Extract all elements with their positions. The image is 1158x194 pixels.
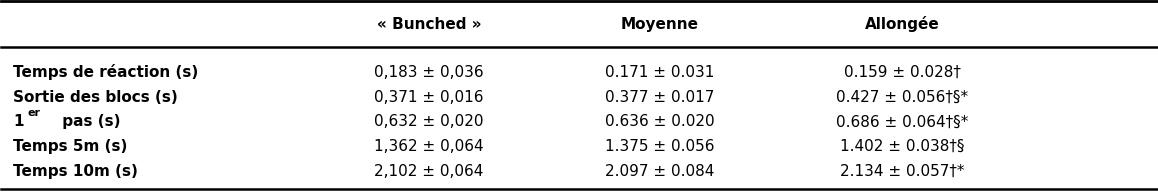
Text: 0.686 ± 0.064†§*: 0.686 ± 0.064†§*: [836, 114, 968, 129]
Text: 2,102 ± 0,064: 2,102 ± 0,064: [374, 164, 484, 179]
Text: 0,632 ± 0,020: 0,632 ± 0,020: [374, 114, 484, 129]
Text: Temps 10m (s): Temps 10m (s): [13, 164, 138, 179]
Text: Temps 5m (s): Temps 5m (s): [13, 139, 127, 154]
Text: 1,362 ± 0,064: 1,362 ± 0,064: [374, 139, 484, 154]
Text: Moyenne: Moyenne: [621, 17, 699, 32]
Text: 0,183 ± 0,036: 0,183 ± 0,036: [374, 65, 484, 80]
Text: Temps de réaction (s): Temps de réaction (s): [13, 64, 198, 80]
Text: 0.636 ± 0.020: 0.636 ± 0.020: [604, 114, 714, 129]
Text: 0.171 ± 0.031: 0.171 ± 0.031: [606, 65, 714, 80]
Text: Sortie des blocs (s): Sortie des blocs (s): [13, 89, 177, 105]
Text: pas (s): pas (s): [57, 114, 120, 129]
Text: 0,371 ± 0,016: 0,371 ± 0,016: [374, 89, 484, 105]
Text: 1.402 ± 0.038†§: 1.402 ± 0.038†§: [841, 139, 965, 154]
Text: Allongée: Allongée: [865, 16, 940, 32]
Text: 1: 1: [13, 114, 23, 129]
Text: 2.134 ± 0.057†*: 2.134 ± 0.057†*: [841, 164, 965, 179]
Text: 0.427 ± 0.056†§*: 0.427 ± 0.056†§*: [836, 89, 968, 105]
Text: 0.377 ± 0.017: 0.377 ± 0.017: [606, 89, 714, 105]
Text: 2.097 ± 0.084: 2.097 ± 0.084: [606, 164, 714, 179]
Text: « Bunched »: « Bunched »: [376, 17, 481, 32]
Text: er: er: [28, 108, 41, 118]
Text: 0.159 ± 0.028†: 0.159 ± 0.028†: [844, 65, 961, 80]
Text: 1.375 ± 0.056: 1.375 ± 0.056: [606, 139, 714, 154]
